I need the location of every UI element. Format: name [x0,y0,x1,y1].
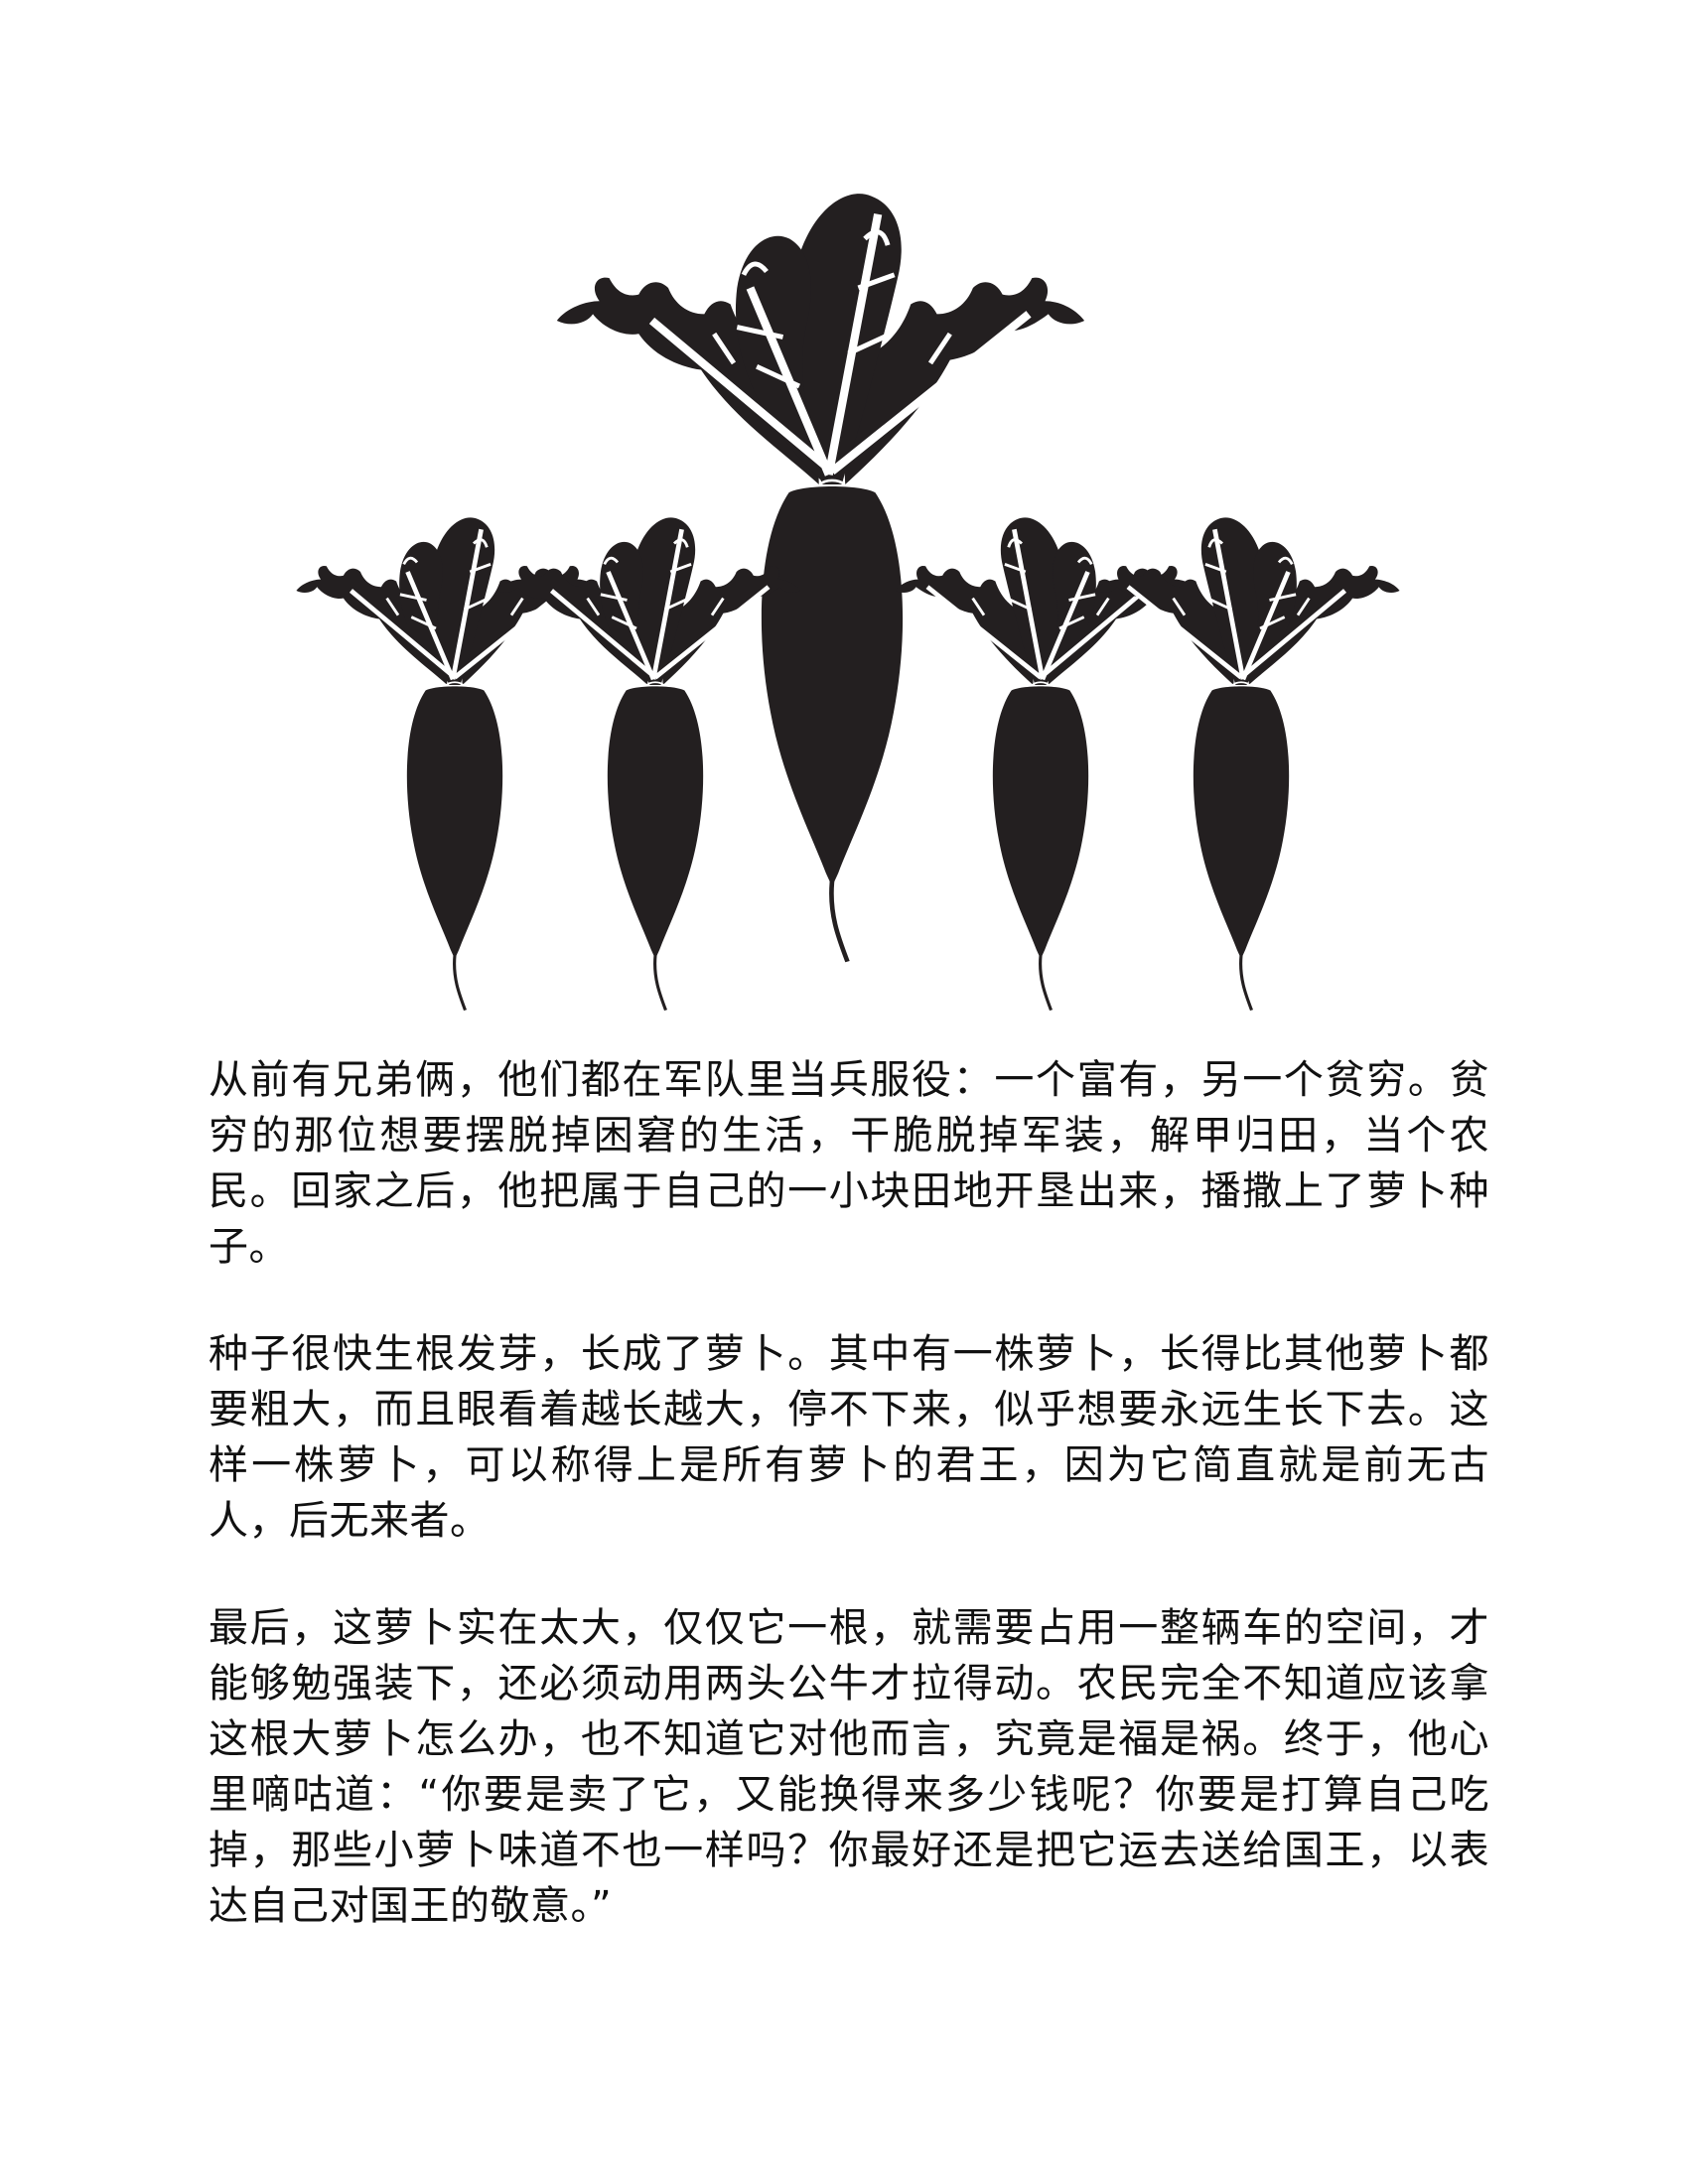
story-paragraph-1: 从前有兄弟俩，他们都在军队里当兵服役：一个富有，另一个贫穷。贫穷的那位想要摆脱掉… [209,1057,1489,1270]
radish-small-2 [496,517,800,1013]
story-paragraph-3: 最后，这萝卜实在太大，仅仅它一根，就需要占用一整辆车的空间，才能够勉强装下，还必… [209,1605,1489,1929]
radish-illustration [0,0,1688,1013]
story-paragraph-2: 种子很快生根发芽，长成了萝卜。其中有一株萝卜，长得比其他萝卜都要粗大，而且眼看着… [209,1331,1489,1544]
radish-small-4 [1096,517,1400,1013]
story-text: 从前有兄弟俩，他们都在军队里当兵服役：一个富有，另一个贫穷。贫穷的那位想要摆脱掉… [209,1052,1489,1985]
